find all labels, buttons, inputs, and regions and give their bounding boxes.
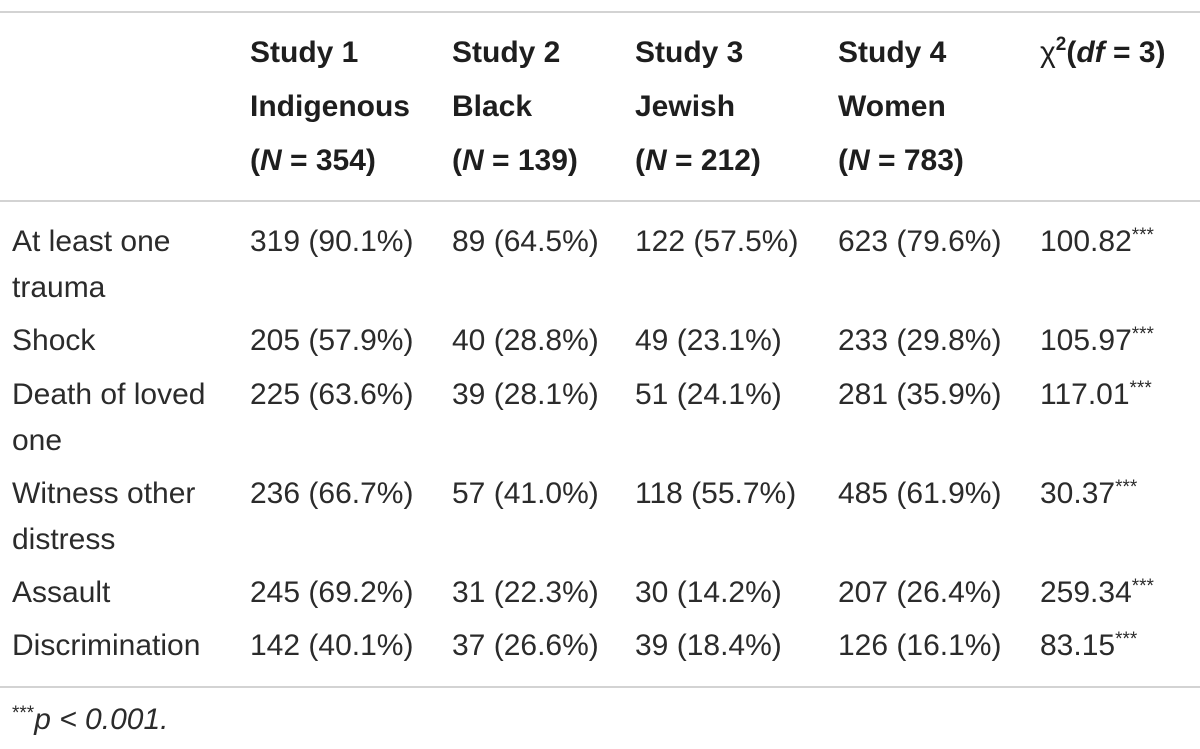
header-study-4: Study 4 Women (N = 783) bbox=[838, 26, 964, 188]
table-cell: 89 (64.5%) bbox=[452, 225, 599, 258]
table-cell: 245 (69.2%) bbox=[250, 576, 414, 609]
header-study-2: Study 2 Black (N = 139) bbox=[452, 26, 578, 188]
header-study-1: Study 1 Indigenous (N = 354) bbox=[250, 26, 410, 188]
row-label: Shock bbox=[12, 324, 96, 357]
table-cell: 207 (26.4%) bbox=[838, 576, 1002, 609]
header-study-3-n: (N = 212) bbox=[635, 144, 761, 177]
table-cell: 39 (28.1%) bbox=[452, 378, 599, 411]
table-cell: 39 (18.4%) bbox=[635, 629, 782, 662]
table-cell: 142 (40.1%) bbox=[250, 629, 414, 662]
table-cell: 623 (79.6%) bbox=[838, 225, 1002, 258]
row-label: Witness other distress bbox=[12, 477, 196, 556]
header-study-1-n: (N = 354) bbox=[250, 144, 376, 177]
header-study-4-n: (N = 783) bbox=[838, 144, 964, 177]
table-cell: 49 (23.1%) bbox=[635, 324, 782, 357]
chi-cell: 30.37*** bbox=[1040, 477, 1138, 510]
footnote-stars: *** bbox=[12, 703, 35, 724]
header-chi-square: χ2(df = 3) bbox=[1040, 34, 1166, 69]
table-cell: 118 (55.7%) bbox=[635, 477, 797, 510]
table-top-rule bbox=[0, 11, 1200, 13]
table-cell: 30 (14.2%) bbox=[635, 576, 782, 609]
row-label: At least one trauma bbox=[12, 225, 171, 304]
table-cell: 37 (26.6%) bbox=[452, 629, 599, 662]
table-cell: 40 (28.8%) bbox=[452, 324, 599, 357]
table-cell: 57 (41.0%) bbox=[452, 477, 599, 510]
chi-cell: 83.15*** bbox=[1040, 629, 1138, 662]
footnote-text: p < 0.001. bbox=[34, 703, 169, 736]
table-footnote: ***p < 0.001. bbox=[12, 697, 168, 747]
row-label: Death of loved one bbox=[12, 378, 206, 457]
header-study-2-group: Black bbox=[452, 90, 533, 123]
table-cell: 51 (24.1%) bbox=[635, 378, 782, 411]
table-cell: 225 (63.6%) bbox=[250, 378, 414, 411]
table-cell: 122 (57.5%) bbox=[635, 225, 799, 258]
header-study-1-title: Study 1 bbox=[250, 36, 359, 69]
header-study-3-title: Study 3 bbox=[635, 36, 744, 69]
row-label: Assault bbox=[12, 576, 111, 609]
table-cell: 281 (35.9%) bbox=[838, 378, 1002, 411]
table-cell: 485 (61.9%) bbox=[838, 477, 1002, 510]
row-label: Discrimination bbox=[12, 629, 201, 662]
header-study-3-group: Jewish bbox=[635, 90, 736, 123]
header-study-1-group: Indigenous bbox=[250, 90, 410, 123]
chi-cell: 117.01*** bbox=[1040, 378, 1152, 411]
table-bottom-rule bbox=[0, 686, 1200, 688]
table-cell: 205 (57.9%) bbox=[250, 324, 414, 357]
table-cell: 31 (22.3%) bbox=[452, 576, 599, 609]
chi-cell: 105.97*** bbox=[1040, 324, 1154, 357]
table-cell: 233 (29.8%) bbox=[838, 324, 1002, 357]
header-study-2-n: (N = 139) bbox=[452, 144, 578, 177]
table-header-rule bbox=[0, 200, 1200, 202]
header-study-2-title: Study 2 bbox=[452, 36, 561, 69]
chi-cell: 259.34*** bbox=[1040, 576, 1154, 609]
header-study-4-title: Study 4 bbox=[838, 36, 947, 69]
table-cell: 236 (66.7%) bbox=[250, 477, 414, 510]
header-study-3: Study 3 Jewish (N = 212) bbox=[635, 26, 761, 188]
table-cell: 126 (16.1%) bbox=[838, 629, 1002, 662]
chi-cell: 100.82*** bbox=[1040, 225, 1154, 258]
header-study-4-group: Women bbox=[838, 90, 946, 123]
table-cell: 319 (90.1%) bbox=[250, 225, 414, 258]
